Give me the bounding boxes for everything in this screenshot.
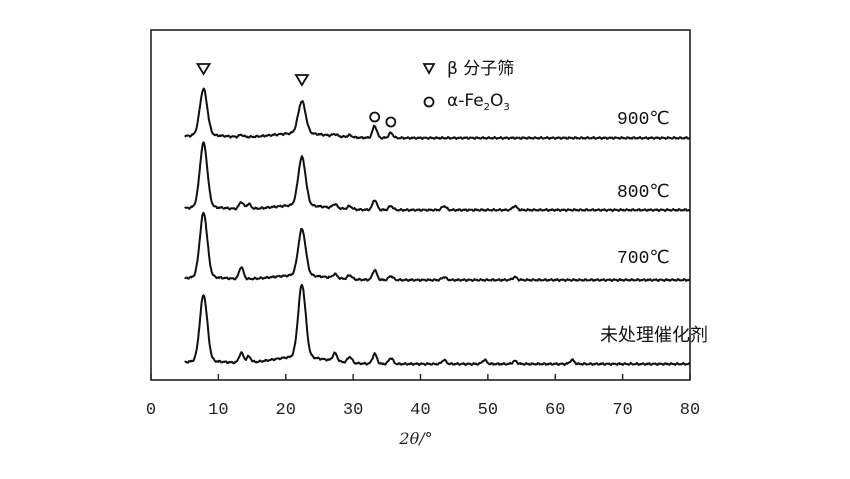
series-line bbox=[184, 283, 691, 367]
x-axis-ticks bbox=[150, 374, 691, 380]
series-line bbox=[184, 211, 691, 283]
x-tick-label: 80 bbox=[680, 401, 700, 420]
x-tick-label: 60 bbox=[545, 401, 565, 420]
triangle-marker-icon bbox=[294, 74, 310, 87]
series-line bbox=[184, 141, 691, 213]
legend: β 分子筛 α-Fe2O3 bbox=[422, 59, 514, 113]
x-tick-label: 40 bbox=[410, 401, 430, 420]
legend-label-fe2o3: α-Fe2O3 bbox=[447, 91, 510, 113]
peak-markers bbox=[195, 63, 397, 128]
x-axis-tick-labels: 0 10 20 30 40 50 60 70 80 bbox=[146, 401, 700, 420]
x-tick-label: 70 bbox=[612, 401, 632, 420]
x-tick-label: 10 bbox=[208, 401, 228, 420]
x-axis-title: 2θ/° bbox=[398, 429, 432, 448]
series-label: 800℃ bbox=[617, 183, 670, 203]
legend-label-beta: β 分子筛 bbox=[447, 59, 514, 79]
series-label: 未处理催化剂 bbox=[600, 325, 708, 347]
series-line bbox=[184, 87, 691, 140]
x-tick-label: 0 bbox=[146, 401, 156, 420]
x-tick-label: 20 bbox=[276, 401, 296, 420]
legend-triangle-icon bbox=[422, 63, 436, 75]
circle-marker-icon bbox=[385, 116, 397, 128]
triangle-marker-icon bbox=[195, 63, 212, 76]
x-tick-label: 30 bbox=[343, 401, 363, 420]
series-label: 700℃ bbox=[617, 249, 670, 269]
legend-circle-icon bbox=[423, 96, 435, 108]
circle-marker-icon bbox=[369, 111, 381, 123]
series-labels: 900℃ 800℃ 700℃ 未处理催化剂 bbox=[600, 110, 708, 347]
x-tick-label: 50 bbox=[478, 401, 498, 420]
series-label: 900℃ bbox=[617, 110, 670, 130]
series-group bbox=[184, 87, 691, 367]
